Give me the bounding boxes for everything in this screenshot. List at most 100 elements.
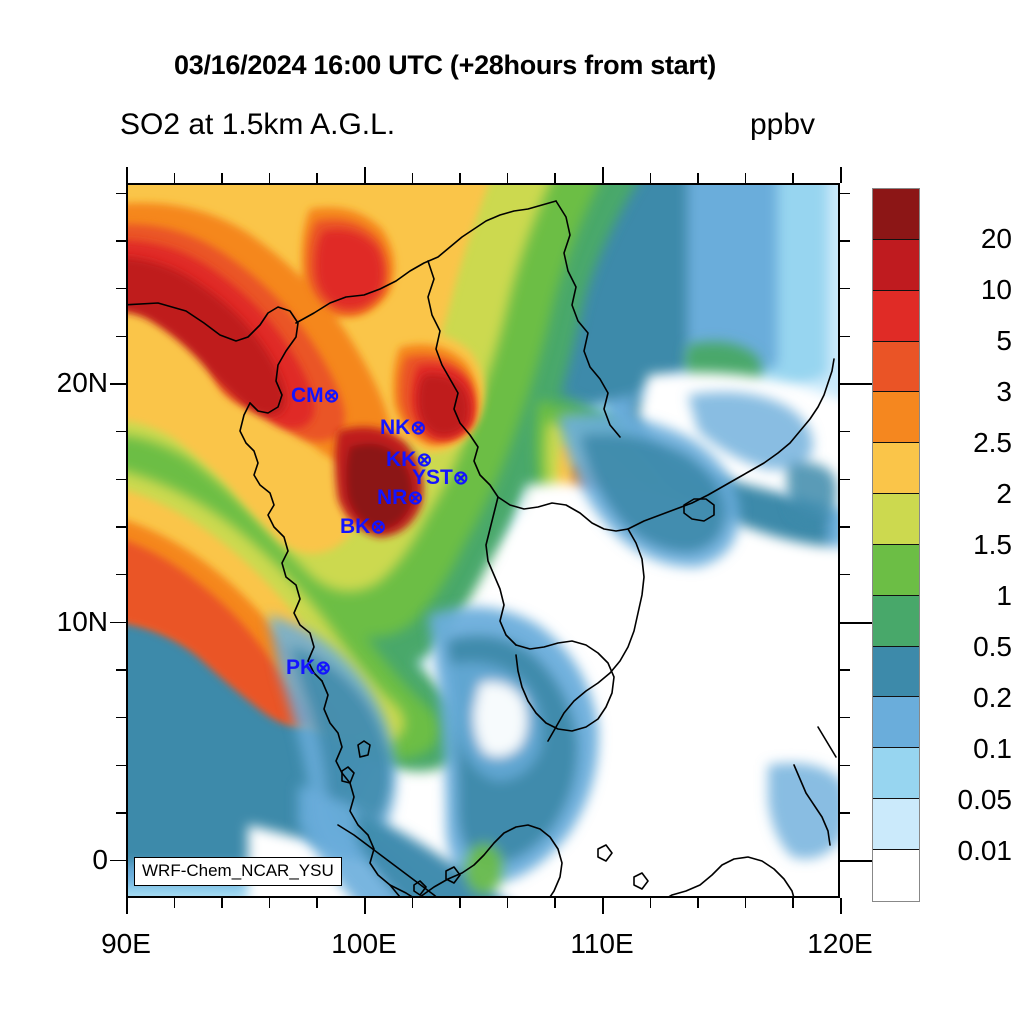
colorbar-tick-label: 1.5 <box>973 529 1012 560</box>
x-tick-top <box>744 173 747 183</box>
y-tick <box>116 192 126 195</box>
colorbar-tick-label: 0.01 <box>957 835 1013 866</box>
x-tick <box>126 898 128 914</box>
colorbar-tick-label: 0.05 <box>957 784 1013 815</box>
colorbar-tick-label: 5 <box>996 325 1012 356</box>
y-axis-tick-label: 10N <box>56 605 108 637</box>
colorbar-band <box>873 341 919 393</box>
city-label-yst: YST <box>412 466 453 489</box>
city-label-nr: NR <box>377 486 408 509</box>
station-marker-icon: ⊗ <box>410 418 426 439</box>
colorbar-labels: 20 10 5 3 2.5 2 1.5 1 0.5 0.2 0.1 0.05 0.01 <box>928 188 1020 902</box>
colorbar-tick-label: 2 <box>996 478 1012 509</box>
y-tick-right <box>840 764 850 767</box>
x-tick <box>506 898 509 908</box>
x-tick <box>459 898 461 908</box>
colorbar-tick-label: 1 <box>996 580 1012 611</box>
colorbar-tick-label: 20 <box>980 223 1012 254</box>
y-tick-right <box>840 573 850 576</box>
y-tick <box>116 478 126 481</box>
x-tick <box>792 898 794 908</box>
station-marker-icon: ⊗ <box>323 386 340 407</box>
city-label-cm: CM <box>291 384 324 407</box>
x-tick-top <box>554 173 556 183</box>
station-marker-icon: ⊗ <box>416 450 432 471</box>
map-plot-area: CM⊗ NK⊗ KK⊗ YST⊗ NR⊗ BK⊗ PK⊗ WRF-Chem_NC… <box>126 183 840 898</box>
y-tick-right <box>840 430 850 433</box>
x-tick-top <box>602 167 604 183</box>
x-tick <box>602 898 604 914</box>
x-tick <box>649 898 652 908</box>
page-title: 03/16/2024 16:00 UTC (+28hours from star… <box>174 50 716 80</box>
x-tick <box>364 898 366 914</box>
y-tick <box>116 335 126 338</box>
x-tick <box>221 898 223 908</box>
city-label-bk: BK <box>340 515 371 538</box>
city-label-kk: KK <box>386 448 417 471</box>
y-tick-right <box>840 240 850 242</box>
colorbar-band <box>873 544 919 596</box>
x-tick-top <box>649 173 652 183</box>
y-tick-right <box>840 716 850 719</box>
colorbar-tick-label: 0.2 <box>973 682 1012 713</box>
y-tick-right <box>840 335 850 338</box>
grid-stub <box>840 383 876 386</box>
y-tick <box>116 669 126 671</box>
y-tick-right <box>840 287 850 290</box>
grid-stub <box>840 621 876 624</box>
colorbar-tick-label: 2.5 <box>973 427 1012 458</box>
so2-contour-map <box>128 185 838 896</box>
x-tick-top <box>792 173 794 183</box>
y-tick <box>116 764 126 767</box>
x-tick-top <box>697 173 699 183</box>
station-marker-icon: ⊗ <box>315 658 331 679</box>
colorbar-band <box>873 443 919 495</box>
colorbar-band <box>873 189 919 240</box>
colorbar-band <box>873 748 919 800</box>
units-label: ppbv <box>750 108 816 141</box>
x-tick-top <box>364 167 366 183</box>
x-tick <box>744 898 747 908</box>
y-axis-tick-label: 0 <box>92 843 108 875</box>
colorbar-tick-label: 0.1 <box>973 733 1012 764</box>
city-marker-nk: NK⊗ <box>380 416 426 439</box>
x-tick-top <box>268 173 271 183</box>
colorbar-band <box>873 494 919 545</box>
y-tick <box>116 812 126 814</box>
x-tick-top <box>506 173 509 183</box>
y-tick <box>116 716 126 719</box>
x-axis-tick-label: 90E <box>101 928 151 959</box>
x-tick-top <box>126 167 128 183</box>
y-tick <box>116 287 126 290</box>
city-label-pk: PK <box>286 656 316 679</box>
y-tick <box>116 526 126 528</box>
y-tick-right <box>840 669 850 671</box>
y-tick <box>116 240 126 242</box>
x-tick <box>411 898 414 908</box>
grid-stub <box>840 859 876 862</box>
y-tick-right <box>840 526 850 528</box>
x-axis-tick-label: 110E <box>570 928 634 959</box>
x-tick <box>554 898 556 908</box>
colorbar-tick-label: 10 <box>980 274 1012 305</box>
colorbar[interactable] <box>872 188 920 902</box>
city-label-nk: NK <box>380 416 411 439</box>
x-tick-top <box>840 167 842 183</box>
x-tick <box>697 898 699 908</box>
colorbar-band <box>873 697 919 749</box>
x-tick-top <box>316 173 318 183</box>
y-axis-tick-label: 20N <box>56 367 108 399</box>
x-tick-top <box>411 173 414 183</box>
station-marker-icon: ⊗ <box>407 488 423 509</box>
city-marker-pk: PK⊗ <box>286 656 331 679</box>
colorbar-tick-label: 3 <box>996 376 1012 407</box>
colorbar-band <box>873 646 919 698</box>
x-tick <box>268 898 271 908</box>
x-tick <box>316 898 318 908</box>
model-watermark: WRF-Chem_NCAR_YSU <box>134 857 342 886</box>
x-axis-tick-label: 120E <box>807 928 873 959</box>
colorbar-band <box>873 239 919 291</box>
y-tick <box>116 430 126 433</box>
station-marker-icon: ⊗ <box>370 517 386 538</box>
colorbar-band <box>873 849 919 901</box>
